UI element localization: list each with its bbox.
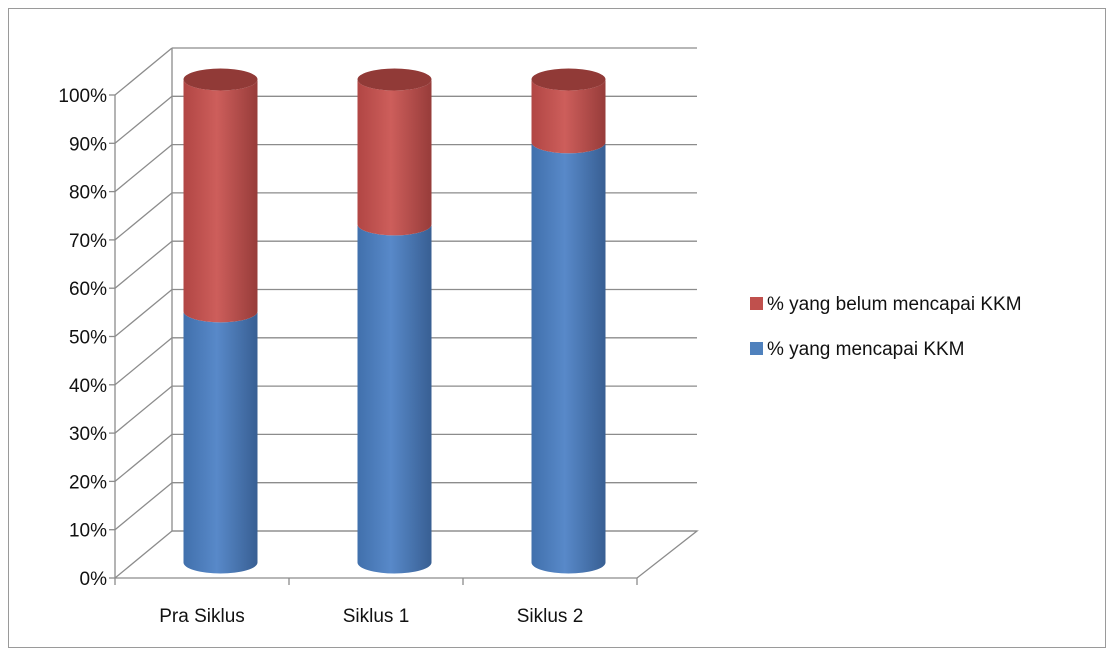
gridline-diagonal: [114, 482, 173, 531]
bars: [183, 68, 606, 574]
y-tick-label: 10%: [69, 521, 107, 542]
gridline-diagonal: [114, 192, 173, 241]
legend-swatch: [750, 342, 763, 355]
bar-segment: [531, 79, 606, 154]
x-tick-label: Siklus 1: [343, 606, 410, 627]
gridline-diagonal: [114, 144, 173, 193]
cylinder-top: [531, 68, 606, 91]
bar-segment: [357, 79, 432, 236]
gridline-diagonal: [114, 530, 173, 579]
gridline-diagonal: [114, 385, 173, 434]
gridline-diagonal: [114, 288, 173, 338]
legend-swatch: [750, 297, 763, 310]
y-axis-ticks: 0% 10% 20% 30% 40% 50% 60% 70% 80% 90% 100%: [58, 86, 107, 590]
cylinder-top: [357, 68, 432, 91]
axes: [109, 48, 699, 585]
y-tick-label: 20%: [69, 472, 107, 493]
legend-label: % yang belum mencapai KKM: [767, 294, 1022, 315]
y-tick-label: 100%: [58, 86, 107, 107]
y-tick-label: 70%: [69, 231, 107, 252]
gridline-diagonal: [114, 433, 173, 482]
y-tick-label: 0%: [80, 569, 108, 590]
bar-segment: [183, 79, 258, 323]
x-axis-labels: Pra Siklus Siklus 1 Siklus 2: [159, 606, 583, 627]
y-tick-label: 40%: [69, 376, 107, 397]
cylinder-pra-siklus: [183, 68, 258, 574]
gridline-diagonal: [114, 337, 173, 386]
bar-segment: [531, 142, 606, 574]
y-tick-label: 60%: [69, 279, 107, 300]
bar-segment: [183, 311, 258, 574]
gridline-diagonal: [114, 95, 173, 144]
cylinder-siklus-2: [531, 68, 606, 574]
y-tick-label: 90%: [69, 134, 107, 155]
cylinder-siklus-1: [357, 68, 432, 574]
bar-segment: [357, 224, 432, 574]
y-tick-label: 50%: [69, 328, 107, 349]
y-tick-label: 30%: [69, 424, 107, 445]
floor: [115, 530, 699, 579]
cylinder-top: [183, 68, 258, 91]
gridlines: [114, 47, 697, 579]
x-tick-label: Pra Siklus: [159, 606, 245, 627]
legend-label: % yang mencapai KKM: [767, 339, 965, 360]
gridline-diagonal: [114, 240, 173, 289]
y-tick-label: 80%: [69, 183, 107, 204]
legend: % yang belum mencapai KKM % yang mencapai…: [750, 294, 1022, 360]
gridline-diagonal: [114, 47, 173, 96]
x-tick-label: Siklus 2: [517, 606, 584, 627]
